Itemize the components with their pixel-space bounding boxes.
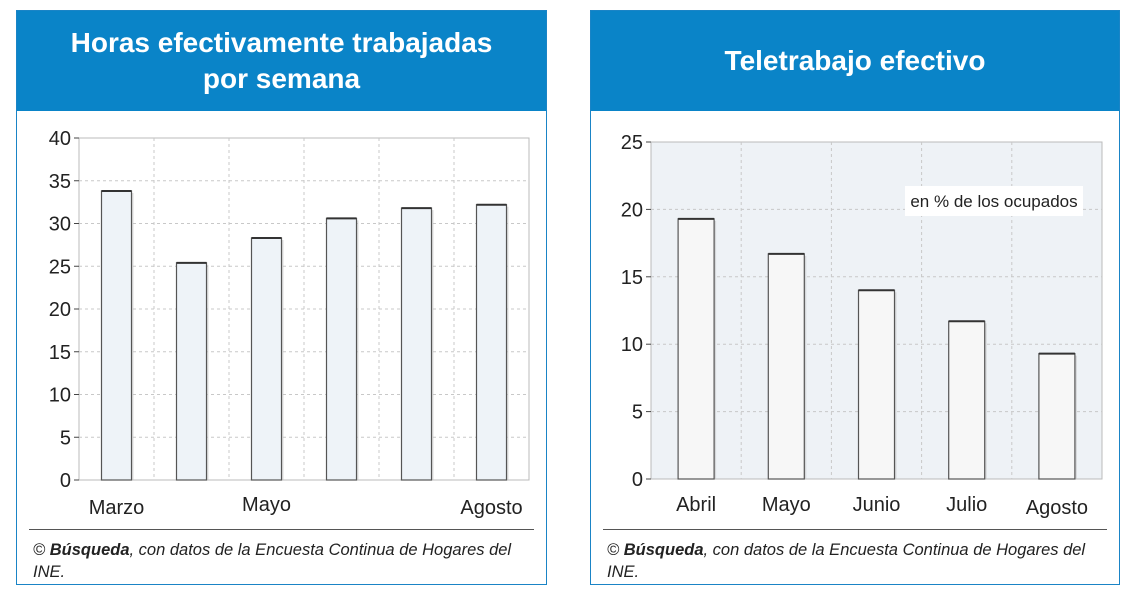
y-tick-label: 15 xyxy=(49,342,71,364)
source-brand: Búsqueda xyxy=(49,541,130,559)
bar xyxy=(175,262,208,481)
x-tick-label: Agosto xyxy=(460,497,522,519)
bar xyxy=(677,218,715,480)
annotation-box xyxy=(905,186,1083,216)
y-tick-label: 5 xyxy=(632,402,643,424)
x-tick-label: Mayo xyxy=(762,494,811,516)
chart-panel-hours: Horas efectivamente trabajadas por seman… xyxy=(16,10,547,585)
x-tick-label: Julio xyxy=(946,494,987,516)
x-tick-label: Junio xyxy=(853,494,901,516)
bar xyxy=(767,253,805,480)
y-tick-label: 25 xyxy=(621,132,643,154)
y-tick-label: 40 xyxy=(49,128,71,150)
y-tick-label: 20 xyxy=(621,199,643,221)
y-tick-label: 5 xyxy=(60,427,71,449)
x-tick-label: Abril xyxy=(676,494,716,516)
y-tick-label: 0 xyxy=(60,470,71,492)
source-divider xyxy=(603,529,1107,530)
bar xyxy=(1038,353,1076,480)
source-brand: Búsqueda xyxy=(623,541,704,559)
bar xyxy=(857,289,896,480)
y-tick-label: 25 xyxy=(49,256,71,278)
bar-chart-hours: 0 5 10 15 20 25 30 35 40 Marzo Mayo Agosto xyxy=(49,128,530,519)
y-tick-label: 35 xyxy=(49,171,71,193)
x-tick-label: Marzo xyxy=(89,497,145,519)
bar xyxy=(325,217,358,481)
bar xyxy=(100,190,133,481)
y-tick-label: 0 xyxy=(632,469,643,491)
chart-title-banner: Teletrabajo efectivo xyxy=(591,11,1119,111)
bar xyxy=(475,204,508,481)
x-tick-label: Agosto xyxy=(1026,497,1088,519)
bar xyxy=(948,320,986,480)
source-note: © Búsqueda, con datos de la Encuesta Con… xyxy=(607,541,1086,581)
y-tick-label: 10 xyxy=(621,334,643,356)
x-tick-label: Mayo xyxy=(242,494,291,516)
y-tick-label: 20 xyxy=(49,299,71,321)
y-tick-label: 10 xyxy=(49,385,71,407)
chart-title: Teletrabajo efectivo xyxy=(724,45,986,76)
chart-title: Horas efectivamente trabajadas por seman… xyxy=(70,27,493,94)
source-divider xyxy=(29,529,534,530)
chart-title-banner: Horas efectivamente trabajadas por seman… xyxy=(17,11,546,111)
chart-panel-telework: Teletrabajo efectivo 0 5 10 15 20 25 Abril Mayo… xyxy=(590,10,1120,585)
y-tick-label: 15 xyxy=(621,267,643,289)
y-tick-label: 30 xyxy=(49,214,71,236)
source-note: © Búsqueda, con datos de la Encuesta Con… xyxy=(33,541,512,581)
annotation-text: en % de los ocupados xyxy=(910,192,1077,211)
bar-chart-telework: 0 5 10 15 20 25 Abril Mayo Junio Julio Agosto en % … xyxy=(621,132,1103,519)
bar xyxy=(400,207,433,481)
bar xyxy=(250,237,283,481)
